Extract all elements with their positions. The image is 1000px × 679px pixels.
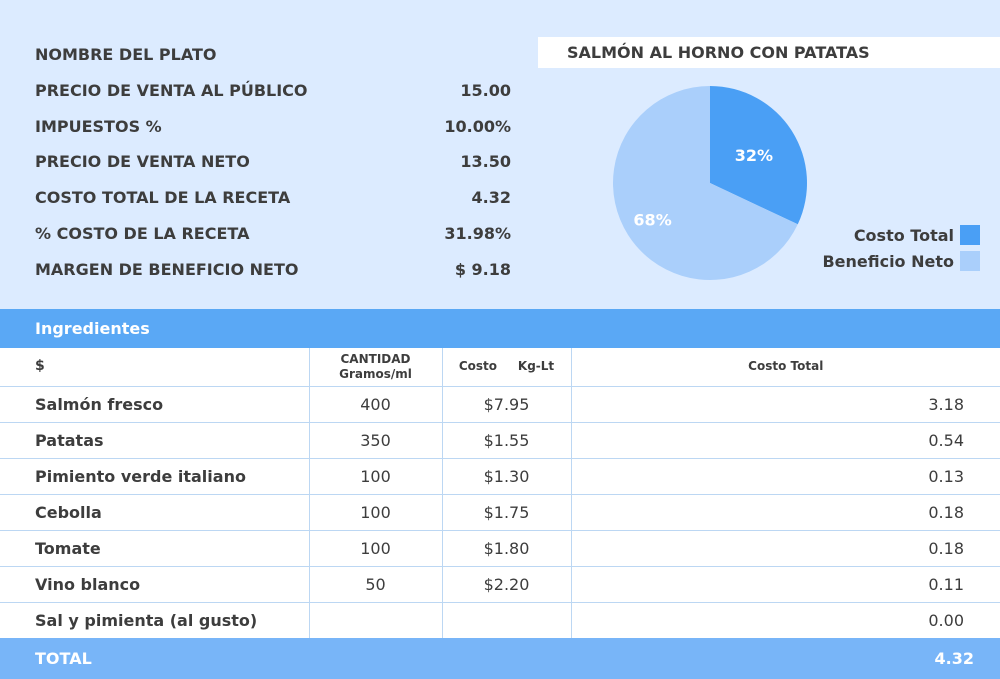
ingredient-total: 0.18 — [571, 530, 1000, 567]
table-row: Tomate 100 $1.80 0.18 — [0, 530, 1000, 567]
ingredients-table: $ CANTIDAD Gramos/ml Costo Kg-Lt Costo T… — [0, 348, 1000, 639]
legend-beneficio-neto: Beneficio Neto — [760, 251, 980, 271]
ingredient-cost[interactable]: $1.30 — [442, 458, 572, 495]
summary-value: 15.00 — [460, 80, 511, 100]
table-row: Pimiento verde italiano 100 $1.30 0.13 — [0, 458, 1000, 495]
ingredient-name[interactable]: Tomate — [0, 530, 310, 567]
pie-slice-beneficio-neto — [613, 86, 798, 280]
ingredient-total: 3.18 — [571, 386, 1000, 423]
table-header-row: $ CANTIDAD Gramos/ml Costo Kg-Lt Costo T… — [0, 348, 1000, 387]
ingredient-cost[interactable]: $1.75 — [442, 494, 572, 531]
col-header-cost: Costo Kg-Lt — [442, 348, 572, 387]
pie-slice-costo-total — [710, 86, 807, 225]
table-row: Cebolla 100 $1.75 0.18 — [0, 494, 1000, 531]
summary-value: $ 9.18 — [454, 259, 511, 279]
summary-value: 13.50 — [460, 151, 511, 171]
col-header-quantity-line1: CANTIDAD — [340, 351, 411, 366]
ingredient-cost[interactable]: $1.55 — [442, 422, 572, 459]
ingredient-total: 0.18 — [571, 494, 1000, 531]
ingredient-cost[interactable]: $7.95 — [442, 386, 572, 423]
ingredient-qty[interactable] — [309, 602, 443, 639]
total-label: TOTAL — [35, 649, 92, 668]
ingredient-total: 0.11 — [571, 566, 1000, 603]
ingredient-total: 0.54 — [571, 422, 1000, 459]
ingredient-name[interactable]: Cebolla — [0, 494, 310, 531]
col-header-name: $ — [0, 348, 310, 387]
summary-label: MARGEN DE BENEFICIO NETO — [35, 259, 299, 279]
total-value: 4.32 — [934, 649, 974, 668]
summary-value: 10.00% — [444, 116, 511, 136]
summary-value: 4.32 — [471, 187, 511, 207]
summary-panel: NOMBRE DEL PLATO PRECIO DE VENTA AL PÚBL… — [0, 0, 1000, 309]
ingredients-header: Ingredientes — [0, 309, 1000, 348]
dish-name-field[interactable]: SALMÓN AL HORNO CON PATATAS — [538, 37, 1000, 68]
summary-row-cost-percent: % COSTO DE LA RECETA 31.98% — [35, 218, 511, 248]
table-row: Salmón fresco 400 $7.95 3.18 — [0, 386, 1000, 423]
ingredients-title: Ingredientes — [35, 319, 150, 338]
summary-label: COSTO TOTAL DE LA RECETA — [35, 187, 291, 207]
ingredient-cost[interactable] — [442, 602, 572, 639]
ingredient-qty[interactable]: 50 — [309, 566, 443, 603]
table-row: Patatas 350 $1.55 0.54 — [0, 422, 1000, 459]
ingredient-cost[interactable]: $1.80 — [442, 530, 572, 567]
col-header-quantity-line2: Gramos/ml — [339, 366, 412, 381]
summary-label: IMPUESTOS % — [35, 116, 162, 136]
legend-swatch — [960, 251, 980, 271]
ingredient-qty[interactable]: 100 — [309, 530, 443, 567]
pie-label-costo-total: 32% — [735, 146, 773, 165]
ingredient-cost[interactable]: $2.20 — [442, 566, 572, 603]
summary-label: % COSTO DE LA RECETA — [35, 223, 250, 243]
summary-label: PRECIO DE VENTA AL PÚBLICO — [35, 80, 308, 100]
ingredient-qty[interactable]: 100 — [309, 458, 443, 495]
summary-row-dish-name: NOMBRE DEL PLATO — [35, 39, 511, 69]
pie-label-beneficio-neto: 68% — [633, 210, 671, 229]
table-row: Sal y pimienta (al gusto) 0.00 — [0, 602, 1000, 639]
legend-label: Costo Total — [853, 225, 954, 245]
summary-row-net-price: PRECIO DE VENTA NETO 13.50 — [35, 146, 511, 176]
legend-label: Beneficio Neto — [822, 251, 954, 271]
ingredient-name[interactable]: Vino blanco — [0, 566, 310, 603]
legend-swatch — [960, 225, 980, 245]
summary-row-recipe-cost: COSTO TOTAL DE LA RECETA 4.32 — [35, 182, 511, 212]
summary-label: NOMBRE DEL PLATO — [35, 44, 217, 64]
ingredient-name[interactable]: Pimiento verde italiano — [0, 458, 310, 495]
ingredient-qty[interactable]: 350 — [309, 422, 443, 459]
dish-name-value: SALMÓN AL HORNO CON PATATAS — [567, 43, 870, 62]
total-bar: TOTAL 4.32 — [0, 638, 1000, 679]
summary-label: PRECIO DE VENTA NETO — [35, 151, 250, 171]
summary-row-net-margin: MARGEN DE BENEFICIO NETO $ 9.18 — [35, 254, 511, 284]
ingredient-name[interactable]: Sal y pimienta (al gusto) — [0, 602, 310, 639]
ingredient-name[interactable]: Salmón fresco — [0, 386, 310, 423]
cost-pie-chart: 32% 68% — [613, 86, 807, 280]
ingredient-name[interactable]: Patatas — [0, 422, 310, 459]
col-header-quantity: CANTIDAD Gramos/ml — [309, 348, 443, 387]
legend-costo-total: Costo Total — [760, 225, 980, 245]
summary-row-retail-price: PRECIO DE VENTA AL PÚBLICO 15.00 — [35, 75, 511, 105]
summary-value: 31.98% — [444, 223, 511, 243]
ingredient-total: 0.13 — [571, 458, 1000, 495]
ingredient-total: 0.00 — [571, 602, 1000, 639]
table-row: Vino blanco 50 $2.20 0.11 — [0, 566, 1000, 603]
ingredient-qty[interactable]: 400 — [309, 386, 443, 423]
summary-row-taxes: IMPUESTOS % 10.00% — [35, 111, 511, 141]
ingredient-qty[interactable]: 100 — [309, 494, 443, 531]
col-header-total: Costo Total — [571, 348, 1000, 387]
